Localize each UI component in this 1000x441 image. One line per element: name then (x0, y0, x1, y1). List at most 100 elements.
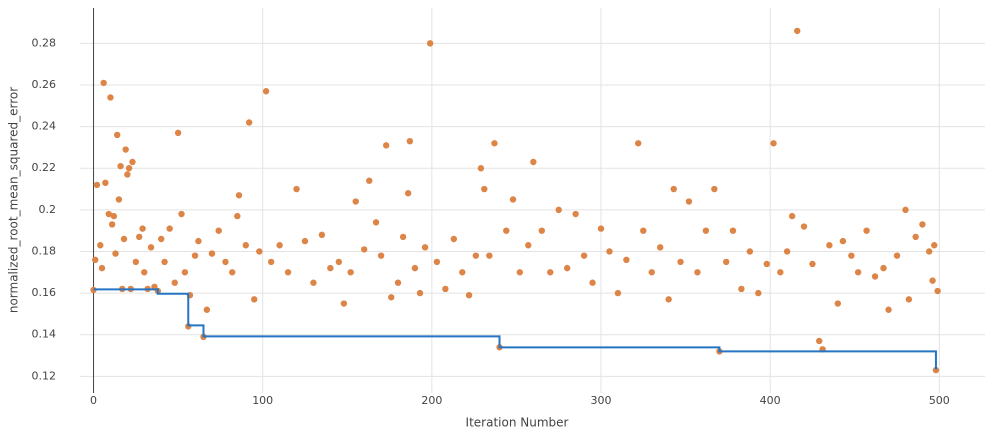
x-tick-label: 200 (421, 394, 442, 407)
point (208, 250, 216, 257)
point (746, 248, 754, 255)
point (110, 212, 118, 220)
point (235, 192, 243, 199)
point (161, 258, 168, 266)
point (932, 366, 940, 374)
point (563, 264, 571, 272)
point (181, 269, 189, 276)
y-tick-label: 0.18 (32, 244, 57, 257)
y-axis-label: normalized_root_mean_squared_error (7, 87, 21, 313)
point (267, 258, 275, 266)
point (871, 273, 879, 280)
point (327, 264, 334, 272)
point (472, 252, 480, 259)
point (755, 289, 762, 297)
point (685, 198, 693, 205)
point (377, 252, 385, 259)
x-tick-label: 500 (929, 394, 950, 407)
point (848, 252, 855, 259)
point (597, 225, 605, 232)
point (729, 227, 737, 234)
point (800, 223, 808, 230)
point (426, 40, 434, 47)
point (481, 185, 488, 193)
x-tick-label: 100 (252, 394, 273, 407)
point (256, 248, 263, 255)
point (606, 248, 613, 255)
point (171, 279, 178, 286)
point (929, 277, 936, 284)
point (711, 185, 718, 193)
point (372, 219, 380, 226)
point (547, 269, 554, 276)
step-line (93, 288, 937, 370)
point (816, 337, 823, 345)
x-tick-label: 0 (90, 394, 97, 407)
point (136, 233, 143, 241)
point (352, 198, 359, 205)
y-tick-label: 0.26 (32, 78, 57, 91)
point (132, 258, 140, 266)
point (276, 242, 283, 249)
point (301, 237, 309, 245)
point (406, 137, 414, 145)
point (919, 221, 926, 228)
point (112, 250, 119, 257)
point (139, 225, 146, 232)
point (120, 235, 128, 243)
point (293, 185, 300, 193)
y-tick-label: 0.24 (32, 120, 57, 133)
point (670, 185, 677, 193)
point (635, 140, 642, 147)
point (555, 206, 562, 214)
point (931, 242, 938, 249)
y-tick-label: 0.12 (32, 369, 57, 382)
point (105, 210, 112, 218)
point (100, 79, 107, 87)
point (525, 242, 532, 249)
point (251, 296, 258, 303)
point (783, 248, 791, 255)
point (284, 269, 292, 276)
point (335, 258, 343, 266)
point (394, 279, 402, 286)
point (477, 165, 485, 172)
point (885, 306, 892, 313)
point (242, 242, 249, 249)
y-tick-label: 0.28 (32, 36, 57, 49)
point (388, 294, 395, 301)
point (416, 289, 424, 297)
point (195, 237, 202, 245)
point (141, 269, 148, 276)
point (589, 279, 596, 286)
point (880, 264, 887, 272)
point (117, 162, 124, 170)
x-axis-label: Iteration Number (466, 416, 569, 430)
point (657, 244, 664, 251)
point (157, 235, 165, 243)
point (222, 258, 229, 266)
point (174, 129, 182, 137)
point (623, 256, 630, 264)
y-tick-label: 0.16 (32, 286, 57, 299)
point (486, 252, 493, 259)
point (93, 181, 101, 189)
point (433, 258, 441, 266)
y-tick-label: 0.22 (32, 161, 57, 174)
point (122, 146, 129, 153)
point (794, 27, 801, 35)
point (399, 233, 407, 241)
point (503, 227, 510, 234)
point (516, 269, 524, 276)
point (459, 269, 466, 276)
point (722, 258, 730, 266)
point (340, 300, 348, 307)
point (809, 260, 816, 268)
point (262, 88, 270, 95)
point (310, 279, 317, 286)
y-tick-label: 0.2 (39, 203, 57, 216)
x-tick-label: 400 (760, 394, 781, 407)
point (465, 291, 473, 299)
point (839, 237, 847, 245)
